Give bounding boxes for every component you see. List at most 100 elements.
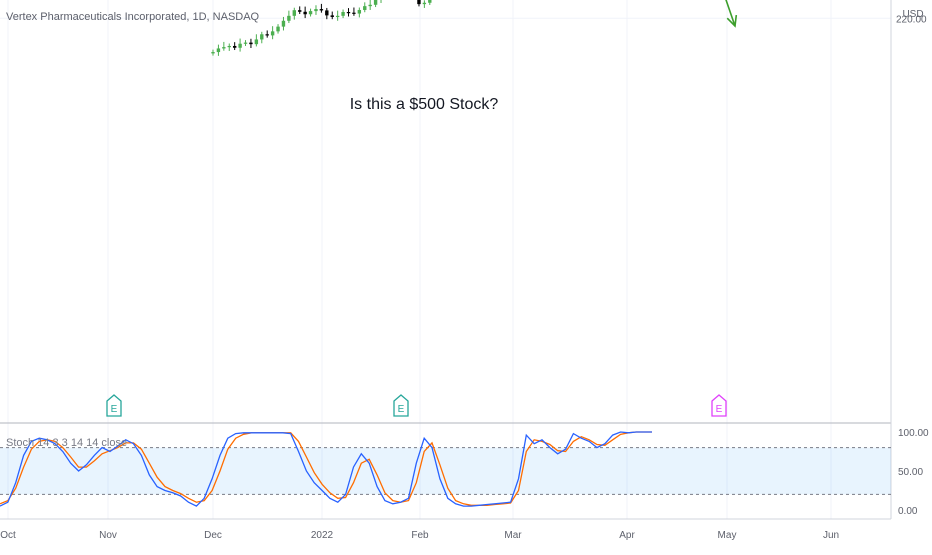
candle-body	[428, 0, 432, 3]
candle-body	[254, 39, 259, 45]
candle-6	[243, 40, 248, 46]
candle-39	[422, 0, 427, 8]
earnings-label: E	[111, 404, 118, 415]
x-tick-5: Mar	[504, 530, 522, 541]
candle-26	[352, 7, 356, 16]
x-tick-1: Nov	[99, 530, 117, 541]
candle-body	[216, 48, 221, 53]
stoch-tick-1: 50.00	[898, 467, 923, 478]
x-tick-7: May	[718, 530, 737, 541]
earnings-marker-0: E	[106, 394, 122, 417]
candle-body	[335, 15, 340, 18]
candle-13	[281, 16, 286, 31]
earnings-badge	[106, 394, 122, 417]
candle-3	[227, 43, 231, 51]
candle-31	[380, 0, 382, 3]
candle-body	[281, 20, 286, 27]
candle-body	[314, 9, 318, 12]
currency-label: USD	[902, 9, 923, 20]
candle-body	[357, 9, 362, 14]
candle-22	[330, 11, 334, 20]
candle-16	[298, 6, 302, 15]
candle-body	[341, 12, 345, 16]
candle-body	[238, 43, 242, 48]
candle-body	[243, 42, 248, 44]
candle-body	[232, 45, 237, 48]
candle-24	[341, 9, 345, 19]
candle-19	[314, 5, 318, 15]
candle-body	[287, 15, 291, 21]
candle-body	[330, 15, 334, 17]
candle-body	[260, 34, 264, 40]
candle-body	[346, 12, 351, 14]
candle-18	[308, 8, 313, 17]
candle-body	[325, 10, 329, 16]
candles	[211, 0, 432, 56]
candle-1	[216, 44, 221, 56]
annotation-text: Is this a $500 Stock?	[350, 96, 499, 113]
earnings-badge	[711, 394, 727, 417]
earnings-marker-1: E	[393, 394, 409, 417]
candle-body	[308, 11, 313, 15]
candle-body	[227, 45, 231, 48]
x-tick-2: Dec	[204, 530, 222, 541]
earnings-label: E	[716, 404, 723, 415]
chart-title: Vertex Pharmaceuticals Incorporated, 1D,…	[6, 11, 260, 23]
candle-body	[298, 10, 302, 12]
candle-40	[428, 0, 432, 6]
candle-body	[303, 11, 307, 15]
candle-10	[265, 30, 269, 38]
candle-9	[260, 31, 264, 44]
candle-body	[276, 26, 280, 32]
candle-14	[287, 10, 291, 24]
candle-body	[270, 31, 275, 36]
stoch-band-fill	[0, 447, 891, 495]
candle-8	[254, 34, 259, 47]
candle-body	[352, 12, 356, 14]
projection-arrow	[725, 0, 738, 28]
x-tick-6: Apr	[619, 530, 635, 541]
candle-body	[417, 0, 421, 5]
candle-30	[373, 0, 378, 8]
x-tick-4: Feb	[411, 530, 429, 541]
candle-body	[249, 42, 253, 45]
stoch-axis: 0.00 50.00 100.00	[898, 428, 929, 517]
x-tick-0: Oct	[0, 530, 16, 541]
candle-body	[373, 0, 378, 5]
grid-lines	[0, 0, 891, 519]
candle-27	[357, 7, 362, 18]
candle-5	[238, 38, 242, 52]
candle-28	[363, 2, 367, 13]
candle-body	[211, 52, 215, 54]
candle-12	[276, 24, 280, 34]
candle-29	[368, 0, 372, 10]
candle-21	[325, 7, 329, 20]
candle-body	[363, 6, 367, 10]
candle-body	[265, 34, 269, 36]
stoch-k-line	[0, 431, 652, 507]
candle-body	[222, 47, 226, 49]
candle-38	[417, 0, 421, 7]
earnings-marker-2: E	[711, 394, 727, 417]
candle-11	[270, 26, 275, 40]
candle-body	[368, 4, 372, 7]
candle-20	[319, 3, 324, 13]
candle-0	[211, 49, 215, 56]
candle-23	[335, 10, 340, 21]
candle-17	[303, 6, 307, 19]
stoch-tick-0: 0.00	[898, 506, 918, 517]
candle-25	[346, 8, 351, 17]
price-tick-0: 220.00	[896, 14, 927, 25]
earnings-badge	[393, 394, 409, 417]
candle-7	[249, 38, 253, 48]
candle-body	[319, 9, 324, 11]
price-axis: 220.00	[896, 14, 927, 25]
candle-2	[222, 41, 226, 51]
stoch-label: Stoch 14 3 3 14 14 close	[6, 437, 127, 449]
candle-15	[292, 7, 296, 20]
time-axis: Oct Nov Dec 2022 Feb Mar Apr May Jun	[0, 530, 839, 541]
x-tick-8: Jun	[823, 530, 839, 541]
